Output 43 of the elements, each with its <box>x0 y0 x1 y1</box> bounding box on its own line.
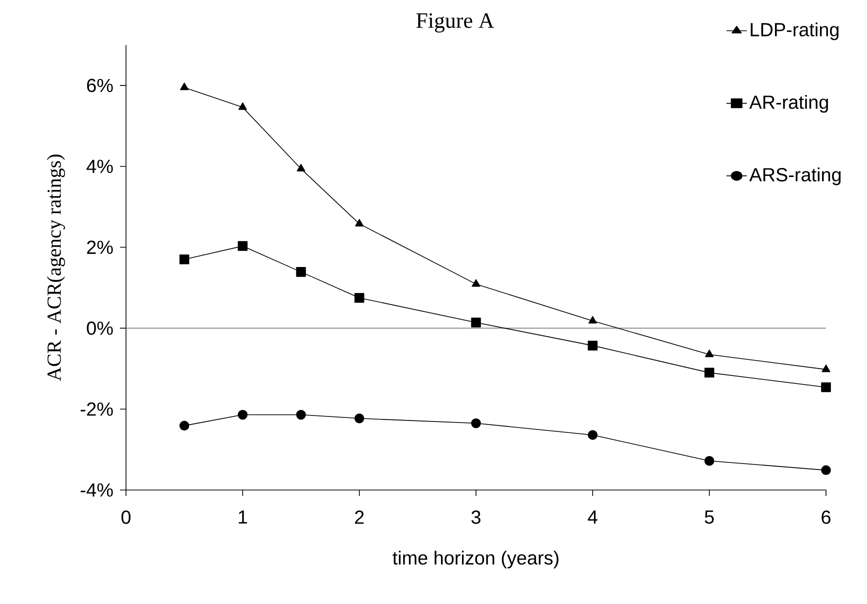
point <box>354 414 364 424</box>
point <box>471 318 481 328</box>
point <box>588 430 598 440</box>
x-tick-label: 6 <box>822 510 830 524</box>
y-tick-label: 4% <box>86 160 113 173</box>
point <box>355 218 364 226</box>
point <box>588 316 597 324</box>
point <box>471 418 481 428</box>
point <box>179 420 190 431</box>
chart-title: Figure A <box>416 13 494 33</box>
point <box>821 382 831 392</box>
point <box>822 364 830 372</box>
y-tick-label: 6% <box>87 78 113 92</box>
point <box>705 350 714 358</box>
point <box>238 241 248 251</box>
y-axis-title: ACR - ACR(agency ratings) <box>46 154 66 382</box>
point <box>296 164 306 172</box>
x-axis-title: time horizon (years) <box>392 550 558 568</box>
point <box>296 267 306 277</box>
point <box>238 410 248 420</box>
point <box>588 340 598 350</box>
x-tick-label: 2 <box>355 510 364 524</box>
legend-label: LDP-rating <box>750 22 838 40</box>
point <box>238 102 247 110</box>
legend-label: AR-rating <box>749 95 828 113</box>
point <box>179 254 190 264</box>
x-tick-label: 4 <box>588 510 598 524</box>
point <box>821 465 831 476</box>
y-tick-label: -4% <box>80 483 113 497</box>
x-tick-label: 3 <box>471 510 480 524</box>
x-tick-label: 0 <box>121 510 131 524</box>
point <box>354 292 364 303</box>
y-tick-label: 2% <box>87 240 113 254</box>
point <box>180 82 189 90</box>
legend-label: ARS-rating <box>749 168 841 186</box>
y-tick-label: -2% <box>80 402 113 416</box>
y-tick-label: 0% <box>86 321 113 335</box>
x-tick-label: 1 <box>238 510 247 524</box>
point <box>704 368 714 378</box>
x-tick-label: 5 <box>704 510 714 524</box>
point <box>296 410 306 420</box>
point <box>704 456 714 466</box>
point <box>472 279 480 287</box>
